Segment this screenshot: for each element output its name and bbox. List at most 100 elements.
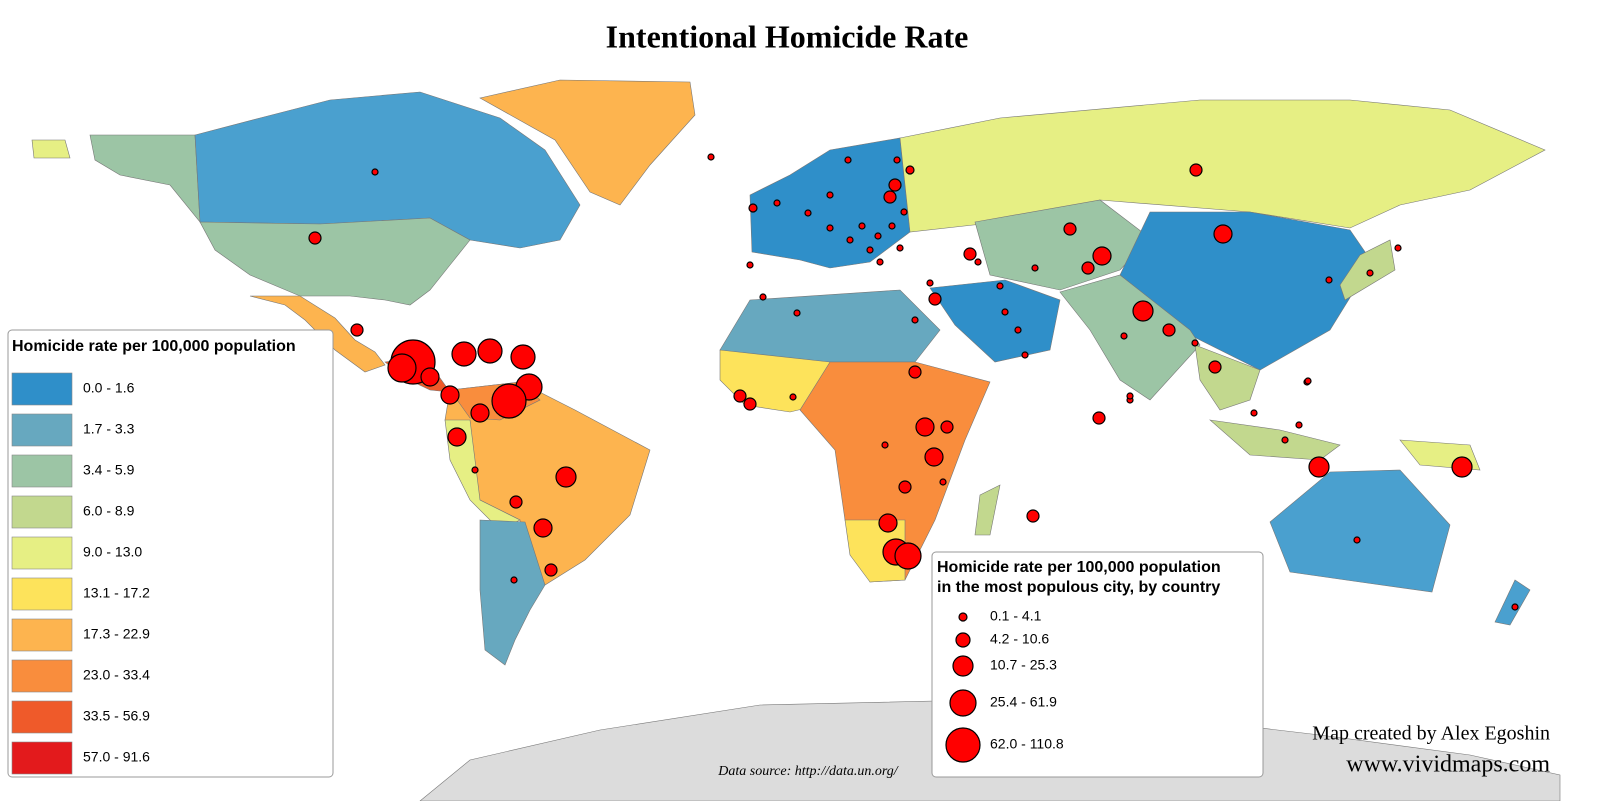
- city-marker: [1031, 264, 1039, 272]
- legend-label: 0.0 - 1.6: [83, 380, 135, 396]
- country-legend: 0.0 - 1.6 1.7 - 3.3 3.4 - 5.9 6.0 - 8.9 9.0 …: [11, 372, 150, 775]
- city-marker: [733, 389, 747, 403]
- legend-swatch: [11, 577, 73, 611]
- city-marker: [898, 480, 912, 494]
- city-legend-title: Homicide rate per 100,000 population: [937, 559, 1221, 576]
- europe: [749, 137, 911, 269]
- legend-swatch: [11, 536, 73, 570]
- indonesia: [1209, 419, 1341, 461]
- website: www.vividmaps.com: [1346, 752, 1550, 778]
- legend-circle: [945, 727, 981, 763]
- city-marker: [905, 165, 915, 175]
- new-zealand: [1494, 579, 1531, 626]
- legend-circle: [958, 612, 968, 622]
- japan: [1339, 239, 1396, 301]
- city-marker: [844, 156, 852, 164]
- south-asia: [1059, 274, 1201, 401]
- city-marker: [1132, 300, 1154, 322]
- city-marker: [510, 344, 536, 370]
- city-marker: [1092, 246, 1112, 266]
- australia: [1269, 469, 1451, 593]
- city-markers: [308, 153, 1519, 611]
- city-marker: [1304, 377, 1312, 385]
- city-marker: [894, 542, 922, 570]
- city-marker: [881, 441, 889, 449]
- city-marker: [939, 478, 947, 486]
- legend-swatch: [11, 741, 73, 775]
- city-marker: [804, 209, 812, 217]
- city-marker: [1308, 456, 1330, 478]
- southeast-asia: [1194, 344, 1261, 411]
- city-marker: [1213, 224, 1233, 244]
- city-marker: [911, 316, 919, 324]
- middle-east: [929, 279, 1061, 363]
- country-legend-box: [7, 329, 334, 778]
- city-marker: [888, 222, 896, 230]
- legend-label: 23.0 - 33.4: [83, 667, 150, 683]
- data-source: Data source: http://data.un.org/: [717, 764, 899, 779]
- city-marker: [447, 427, 467, 447]
- city-marker: [759, 293, 767, 301]
- city-marker: [1021, 351, 1029, 359]
- city-marker: [773, 199, 781, 207]
- title: Intentional Homicide Rate: [606, 18, 969, 54]
- city-marker: [1353, 536, 1361, 544]
- city-marker: [926, 279, 934, 287]
- city-marker: [888, 178, 902, 192]
- city-marker: [471, 466, 479, 474]
- city-marker: [876, 258, 884, 266]
- legend-label: 3.4 - 5.9: [83, 462, 135, 478]
- city-legend-title: in the most populous city, by country: [937, 579, 1220, 596]
- city-marker: [1162, 323, 1176, 337]
- legend-label: 1.7 - 3.3: [83, 421, 135, 437]
- city-marker: [743, 397, 757, 411]
- mexico: [249, 295, 386, 373]
- city-marker: [451, 341, 477, 367]
- city-marker: [1451, 456, 1473, 478]
- legend-label: 0.1 - 4.1: [990, 608, 1042, 624]
- legend-label: 10.7 - 25.3: [990, 657, 1057, 673]
- city-marker: [308, 231, 322, 245]
- legend-label: 4.2 - 10.6: [990, 631, 1049, 647]
- city-marker: [420, 367, 440, 387]
- legend-circle: [949, 689, 977, 717]
- city-marker: [1081, 261, 1095, 275]
- legend-circle: [952, 655, 974, 677]
- legend-label: 6.0 - 8.9: [83, 503, 135, 519]
- city-marker: [908, 365, 922, 379]
- legend-label: 13.1 - 17.2: [83, 585, 150, 601]
- argentina-chile: [479, 519, 546, 666]
- city-marker: [1366, 269, 1374, 277]
- city-marker: [1325, 276, 1333, 284]
- credit: Map created by Alex Egoshin: [1312, 723, 1550, 745]
- city-marker: [996, 282, 1004, 290]
- city-marker: [1092, 411, 1106, 425]
- city-marker: [1014, 326, 1022, 334]
- legend-swatch: [11, 618, 73, 652]
- city-marker: [1511, 603, 1519, 611]
- central-asia: [974, 199, 1151, 291]
- city-marker: [387, 353, 417, 383]
- legend-circle: [955, 632, 971, 648]
- legend-swatch: [11, 454, 73, 488]
- city-marker: [878, 513, 898, 533]
- city-marker: [1250, 409, 1258, 417]
- city-marker: [470, 403, 490, 423]
- city-marker: [915, 417, 935, 437]
- city-marker: [924, 447, 944, 467]
- city-marker: [883, 190, 897, 204]
- legend-label: 17.3 - 22.9: [83, 626, 150, 642]
- city-marker: [1189, 163, 1203, 177]
- legend-label: 33.5 - 56.9: [83, 708, 150, 724]
- city-marker: [440, 385, 460, 405]
- usa: [199, 217, 471, 306]
- city-marker: [555, 466, 577, 488]
- city-legend: 0.1 - 4.1 4.2 - 10.6 10.7 - 25.3 25.4 - 61.…: [945, 608, 1064, 763]
- city-marker: [928, 292, 942, 306]
- legend-swatch: [11, 495, 73, 529]
- city-marker: [793, 309, 801, 317]
- world-map: [31, 79, 1561, 801]
- country-legend-title: Homicide rate per 100,000 population: [12, 338, 296, 355]
- city-legend-box: [931, 551, 1264, 778]
